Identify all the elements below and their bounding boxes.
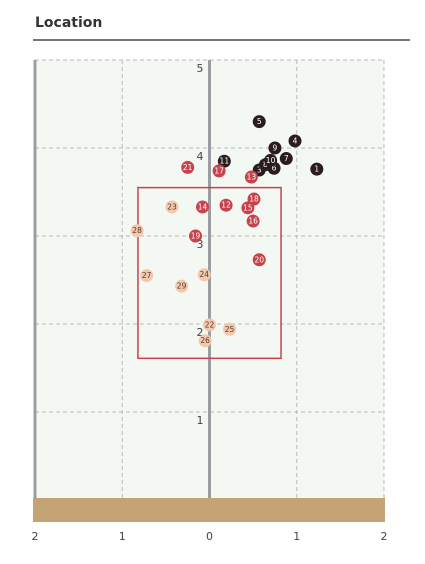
point-label: 4: [293, 136, 298, 145]
point-label: 20: [254, 255, 264, 264]
pitch-point: [252, 253, 266, 267]
x-tick-label: 0: [206, 530, 213, 543]
ground: [33, 498, 385, 522]
pitch-point: [197, 268, 211, 282]
point-label: 22: [205, 320, 215, 329]
pitch-point: [247, 192, 261, 206]
point-label: 16: [248, 217, 258, 226]
point-label: 6: [272, 164, 277, 173]
point-label: 13: [247, 173, 257, 182]
point-label: 21: [183, 163, 193, 172]
y-tick-label: 4: [197, 150, 204, 163]
point-label: 18: [249, 195, 259, 204]
point-label: 5: [257, 117, 262, 126]
pitch-point: [189, 229, 203, 243]
pitch-point: [288, 134, 302, 148]
point-label: 28: [132, 226, 142, 235]
point-label: 17: [214, 166, 224, 175]
x-tick-label: 1: [293, 530, 300, 543]
y-tick-label: 1: [197, 414, 204, 427]
x-tick-label: 1: [119, 530, 126, 543]
pitch-point: [264, 153, 278, 167]
point-label: 23: [167, 202, 177, 211]
pitch-point: [212, 164, 226, 178]
x-tick-label: 2: [32, 530, 39, 543]
pitch-point: [244, 170, 258, 184]
pitch-point: [198, 334, 212, 348]
point-label: 9: [273, 144, 278, 153]
point-label: 29: [177, 282, 187, 291]
point-label: 25: [225, 325, 235, 334]
pitch-point: [279, 152, 293, 166]
point-label: 14: [198, 202, 208, 211]
point-label: 8: [263, 160, 268, 169]
y-tick-label: 2: [197, 326, 204, 339]
pitch-point: [223, 322, 237, 336]
point-label: 26: [200, 336, 210, 345]
point-label: 15: [243, 203, 253, 212]
point-label: 24: [199, 270, 209, 279]
point-label: 1: [314, 165, 319, 174]
pitch-point: [196, 200, 210, 214]
pitch-point: [140, 269, 154, 283]
point-label: 7: [284, 154, 289, 163]
y-tick-label: 5: [197, 62, 204, 75]
pitch-point: [252, 115, 266, 129]
point-label: 12: [221, 201, 231, 210]
point-label: 3: [257, 166, 262, 175]
pitch-point: [268, 141, 282, 155]
pitch-point: [175, 279, 189, 293]
pitch-point: [217, 154, 231, 168]
pitch-point: [130, 224, 144, 238]
y-tick-label: 3: [197, 238, 204, 251]
pitch-point: [246, 214, 260, 228]
pitch-point: [165, 200, 179, 214]
chart-title: Location: [35, 15, 102, 31]
point-label: 11: [220, 157, 230, 166]
x-tick-label: 2: [381, 530, 388, 543]
point-label: 27: [142, 271, 152, 280]
point-label: 19: [191, 232, 201, 241]
pitch-point: [310, 162, 324, 176]
strike-zone: [137, 186, 282, 360]
pitch-point: [219, 198, 233, 212]
point-label: 10: [266, 156, 276, 165]
pitch-point: [181, 160, 195, 174]
pitch-point: [203, 318, 216, 332]
